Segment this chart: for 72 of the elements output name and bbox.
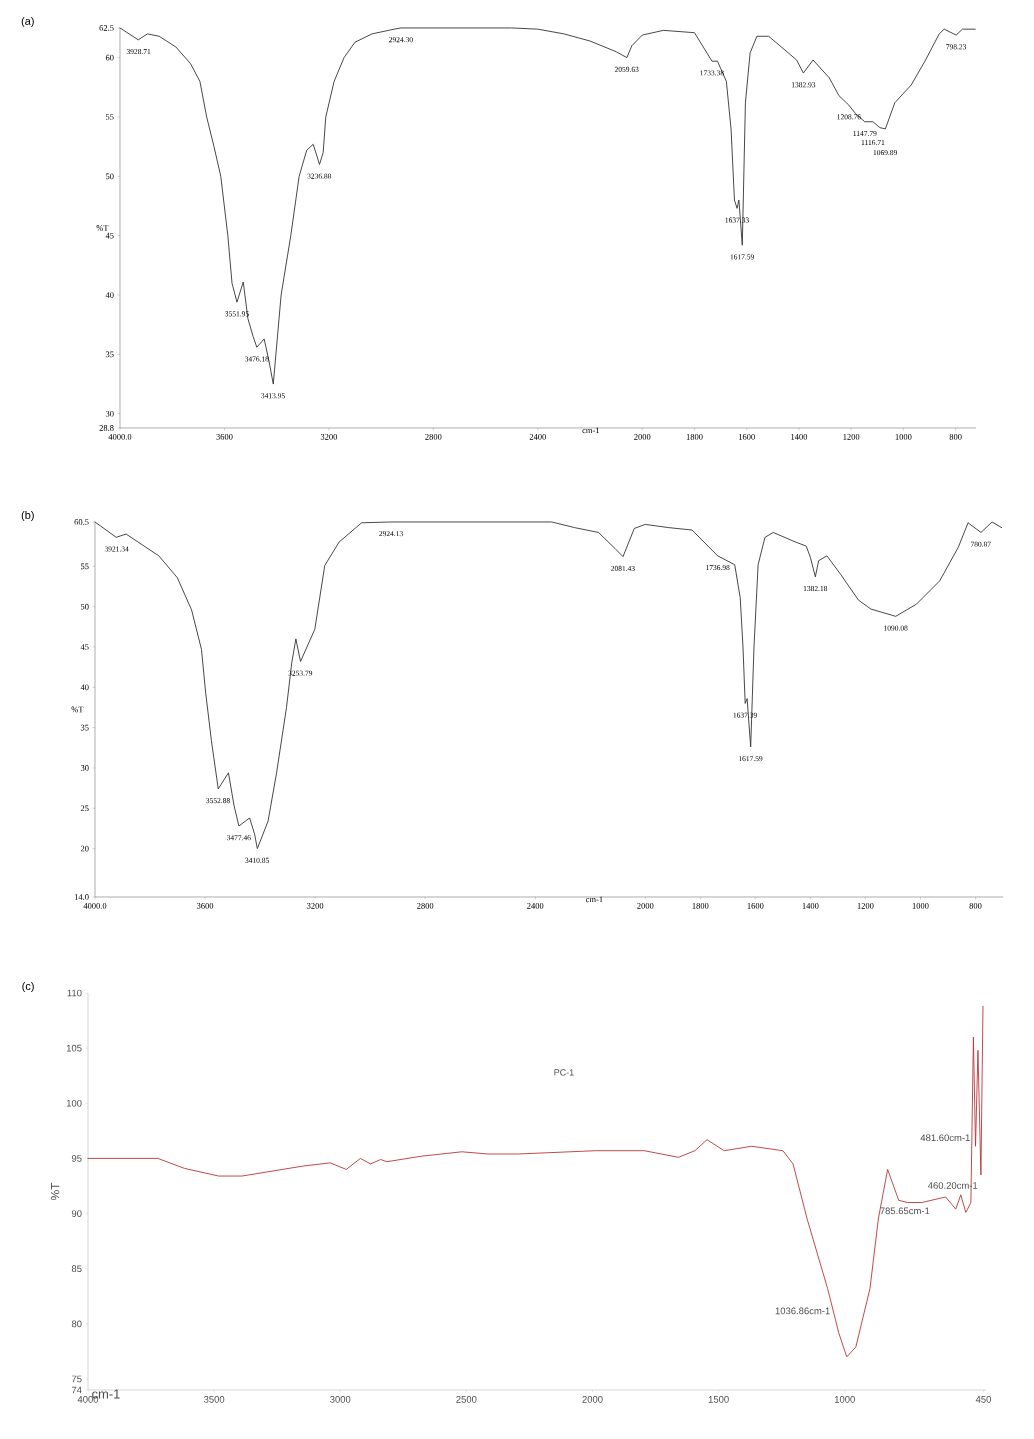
x-tick-label: 2800 xyxy=(417,903,434,909)
x-tick-label: 4000.0 xyxy=(108,434,132,440)
y-tick-label: 30 xyxy=(80,765,89,771)
x-tick-label: 2400 xyxy=(527,903,544,909)
y-tick-label: 40 xyxy=(105,292,114,298)
y-tick-label: 28.8 xyxy=(99,425,114,431)
y-tick-label: 35 xyxy=(105,351,114,358)
x-tick-label: 3600 xyxy=(216,434,233,440)
chart-title: (c) xyxy=(22,981,34,993)
y-tick-label: 35 xyxy=(80,724,89,731)
x-tick-label: 800 xyxy=(969,903,982,909)
y-tick-label: 40 xyxy=(80,684,89,691)
x-tick-label: 1200 xyxy=(857,903,874,909)
x-tick-label: 1500 xyxy=(708,1396,729,1403)
y-tick-label: 60 xyxy=(105,54,114,61)
y-tick-label: 100 xyxy=(66,1099,82,1107)
x-tick-label: 2400 xyxy=(529,434,546,440)
x-tick-label: 1800 xyxy=(686,434,703,440)
y-tick-label: 45 xyxy=(80,644,89,650)
x-tick-label: 2000 xyxy=(582,1396,603,1403)
y-tick-label: 95 xyxy=(71,1155,82,1162)
x-tick-label: 1000 xyxy=(895,434,912,440)
y-tick-label: 45 xyxy=(105,232,114,239)
x-tick-label: 1600 xyxy=(739,434,755,440)
x-tick-label: 1600 xyxy=(747,903,764,909)
annotation: 481.60cm-1 xyxy=(920,1134,970,1142)
chart-title: (b) xyxy=(21,510,34,522)
annotation: 785.65cm-1 xyxy=(880,1207,930,1215)
x-tick-label: 3500 xyxy=(203,1396,225,1403)
y-tick-label: 60.5 xyxy=(74,519,89,525)
y-tick-label: 55 xyxy=(80,563,89,570)
y-tick-label: 50 xyxy=(80,603,89,610)
x-tick-label: 1800 xyxy=(692,903,709,909)
y-tick-label: 105 xyxy=(66,1044,82,1052)
x-tick-label: 3200 xyxy=(320,434,338,440)
line-series xyxy=(87,1005,984,1358)
y-tick-label: 14.0 xyxy=(74,894,89,900)
y-axis-title: %T xyxy=(96,225,109,231)
x-tick-label: 3000 xyxy=(330,1396,351,1403)
y-tick-label: 80 xyxy=(71,1320,82,1328)
y-tick-label: 62.5 xyxy=(99,25,114,31)
y-tick-label: 50 xyxy=(105,173,114,180)
y-tick-label: 75 xyxy=(71,1375,82,1383)
x-tick-label: 1000 xyxy=(912,903,929,909)
y-tick-label: 20 xyxy=(80,845,89,852)
y-tick-label: 85 xyxy=(71,1265,82,1273)
annotation: 1036.86cm-1 xyxy=(775,1307,830,1315)
x-tick-label: 3200 xyxy=(307,903,324,909)
x-tick-label: 1000 xyxy=(834,1396,855,1403)
x-tick-label: 1200 xyxy=(843,434,860,440)
x-axis-title: cm-1 xyxy=(582,427,599,434)
x-tick-label: 2800 xyxy=(425,434,442,440)
y-axis-title: %T xyxy=(50,1182,60,1201)
text: PC-1 xyxy=(554,1069,574,1076)
x-tick-label: 800 xyxy=(949,434,962,440)
y-tick-label: 90 xyxy=(71,1210,82,1217)
text: (a) xyxy=(21,16,34,28)
x-tick-label: 3600 xyxy=(196,903,214,909)
y-tick-label: 74 xyxy=(71,1386,82,1394)
x-tick-label: 1400 xyxy=(791,434,808,440)
y-tick-label: 55 xyxy=(105,114,114,120)
y-tick-label: 25 xyxy=(80,805,89,812)
x-tick-label: 2500 xyxy=(456,1396,477,1403)
x-axis-title: cm-1 xyxy=(586,896,603,903)
x-tick-label: 450 xyxy=(975,1396,992,1403)
y-axis-title: %T xyxy=(71,706,84,713)
x-tick-label: 1400 xyxy=(802,903,819,909)
x-tick-label: 2000 xyxy=(634,434,651,440)
x-tick-label: 2000 xyxy=(637,903,654,909)
y-tick-label: 30 xyxy=(105,410,114,417)
y-tick-label: 110 xyxy=(67,989,82,997)
x-tick-label: 4000.0 xyxy=(83,903,107,909)
